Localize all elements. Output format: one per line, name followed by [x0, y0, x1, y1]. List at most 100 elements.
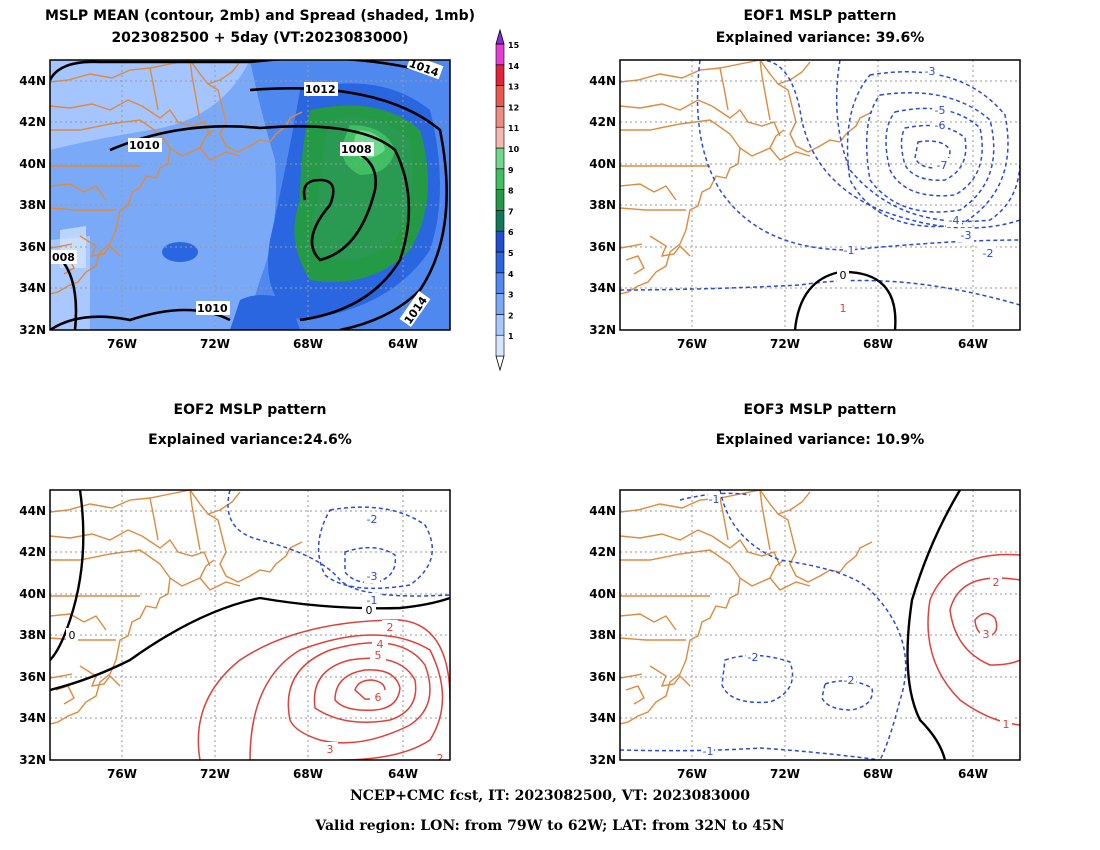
- lat-label: 40N: [19, 157, 46, 171]
- colorbar-swatch: [495, 334, 505, 357]
- colorbar-swatch: [495, 147, 505, 170]
- colorbar-label: 1: [508, 332, 514, 341]
- eof2-map-panel: -2 -3 -1 0 0 2 4 5 6 3 2: [49, 489, 451, 765]
- eof1-contour-label: -5: [935, 104, 946, 117]
- eof1-contour-label: -2: [983, 247, 994, 260]
- lon-label: 72W: [770, 337, 800, 351]
- eof1-title-line1: EOF1 MSLP pattern: [743, 8, 897, 24]
- colorbar-label: 5: [508, 249, 514, 258]
- eof2-contour-label: 2: [437, 752, 444, 765]
- mean-contour-label: 1010: [197, 302, 228, 315]
- lat-label: 42N: [19, 115, 46, 129]
- colorbar-swatch: [495, 126, 505, 149]
- colorbar-label: 13: [508, 83, 519, 92]
- lat-label: 38N: [19, 628, 46, 642]
- eof3-title-line1: EOF3 MSLP pattern: [743, 402, 897, 418]
- eof2-contour-label: -1: [367, 594, 378, 607]
- colorbar-high-arrow: [495, 28, 505, 45]
- lon-label: 68W: [293, 337, 323, 351]
- colorbar-swatch: [495, 314, 505, 336]
- footer-line2: Valid region: LON: from 79W to 62W; LAT:…: [315, 818, 785, 834]
- lat-label: 44N: [589, 504, 616, 518]
- eof2-contour-label: 4: [377, 638, 384, 651]
- lat-label: 34N: [19, 281, 46, 295]
- lon-label: 68W: [863, 337, 893, 351]
- colorbar-label: 2: [508, 311, 514, 320]
- colorbar-label: 10: [508, 145, 520, 154]
- colorbar-swatch: [495, 251, 505, 274]
- eof2-contour-label: 6: [375, 691, 382, 704]
- eof3-contour-label: -1: [703, 745, 714, 758]
- eof2-title-line1: EOF2 MSLP pattern: [173, 402, 327, 418]
- lat-label: 44N: [589, 74, 616, 88]
- eof1-contour-label: -7: [937, 159, 948, 172]
- eof1-contour-label: -4: [949, 214, 960, 227]
- lon-label: 72W: [200, 767, 230, 781]
- colorbar-swatch: [495, 230, 505, 253]
- eof2-title-line2: Explained variance:24.6%: [148, 432, 352, 448]
- mean-title-line2: 2023082500 + 5day (VT:2023083000): [111, 30, 409, 46]
- colorbar-swatch: [495, 210, 505, 232]
- lon-label: 76W: [677, 337, 707, 351]
- lat-label: 38N: [19, 198, 46, 212]
- lat-label: 42N: [19, 545, 46, 559]
- eof3-contour-label: -2: [844, 674, 855, 687]
- lon-label: 64W: [958, 337, 988, 351]
- lat-label: 36N: [589, 240, 616, 254]
- colorbar-label: 15: [508, 41, 520, 50]
- lat-label: 32N: [19, 753, 46, 767]
- colorbar-label: 9: [508, 166, 514, 175]
- colorbar-swatch: [495, 272, 505, 294]
- eof3-contour-label: -2: [748, 651, 759, 664]
- footer-line1: NCEP+CMC fcst, IT: 2023082500, VT: 20230…: [349, 788, 751, 804]
- colorbar-swatch: [495, 85, 505, 107]
- lat-label: 36N: [19, 670, 46, 684]
- lon-label: 76W: [677, 767, 707, 781]
- colorbar-swatch: [495, 64, 505, 86]
- lat-label: 38N: [589, 628, 616, 642]
- eof2-contour-label: -3: [367, 570, 378, 583]
- mean-contour-label: 008: [52, 251, 75, 264]
- lat-label: 34N: [19, 711, 46, 725]
- lon-label: 64W: [388, 337, 418, 351]
- lat-label: 40N: [589, 587, 616, 601]
- mean-map-panel: 1014 1012 1010 1008 008 1010 1014: [49, 59, 451, 331]
- eof2-contour-label: 5: [375, 649, 382, 662]
- lat-label: 32N: [19, 323, 46, 337]
- lat-label: 32N: [589, 323, 616, 337]
- eof2-contour-label: 0: [366, 604, 373, 617]
- eof1-contour-label: 1: [840, 302, 847, 315]
- lat-label: 42N: [589, 545, 616, 559]
- colorbar-low-arrow: [495, 355, 505, 372]
- colorbar-label: 11: [508, 124, 520, 133]
- eof1-map-panel: -3 -5 -6 -7 -4 -3 -2 -1 0 1: [619, 59, 1021, 331]
- eof3-contour-label: 2: [993, 576, 1000, 589]
- colorbar-label: 8: [508, 187, 514, 196]
- eof1-contour-label: -1: [844, 244, 855, 257]
- lon-label: 76W: [107, 337, 137, 351]
- eof1-title-line2: Explained variance: 39.6%: [715, 30, 925, 46]
- eof3-contour-label: 1: [1003, 718, 1010, 731]
- colorbar-swatch: [495, 293, 505, 315]
- eof2-contour-label: 2: [387, 621, 394, 634]
- lat-label: 42N: [589, 115, 616, 129]
- lat-label: 36N: [19, 240, 46, 254]
- eof2-contour-label: 3: [327, 743, 334, 756]
- mean-contour-label: 1010: [129, 139, 160, 152]
- lon-label: 64W: [388, 767, 418, 781]
- eof3-contour-label: -1: [709, 493, 720, 506]
- colorbar-label: 6: [508, 228, 514, 237]
- eof3-panel-title: EOF3 MSLP pattern Explained variance: 10…: [620, 402, 1020, 448]
- lat-label: 44N: [19, 74, 46, 88]
- eof1-contour-label: 0: [840, 269, 847, 282]
- colorbar-label: 14: [508, 62, 520, 71]
- eof2-contour-label: -2: [367, 513, 378, 526]
- colorbar-swatch: [495, 189, 505, 211]
- lon-label: 68W: [863, 767, 893, 781]
- mean-panel-title: MSLP MEAN (contour, 2mb) and Spread (sha…: [30, 8, 490, 46]
- eof3-contour-label: 3: [983, 628, 990, 641]
- eof3-title-line2: Explained variance: 10.9%: [715, 432, 925, 448]
- lat-label: 44N: [19, 504, 46, 518]
